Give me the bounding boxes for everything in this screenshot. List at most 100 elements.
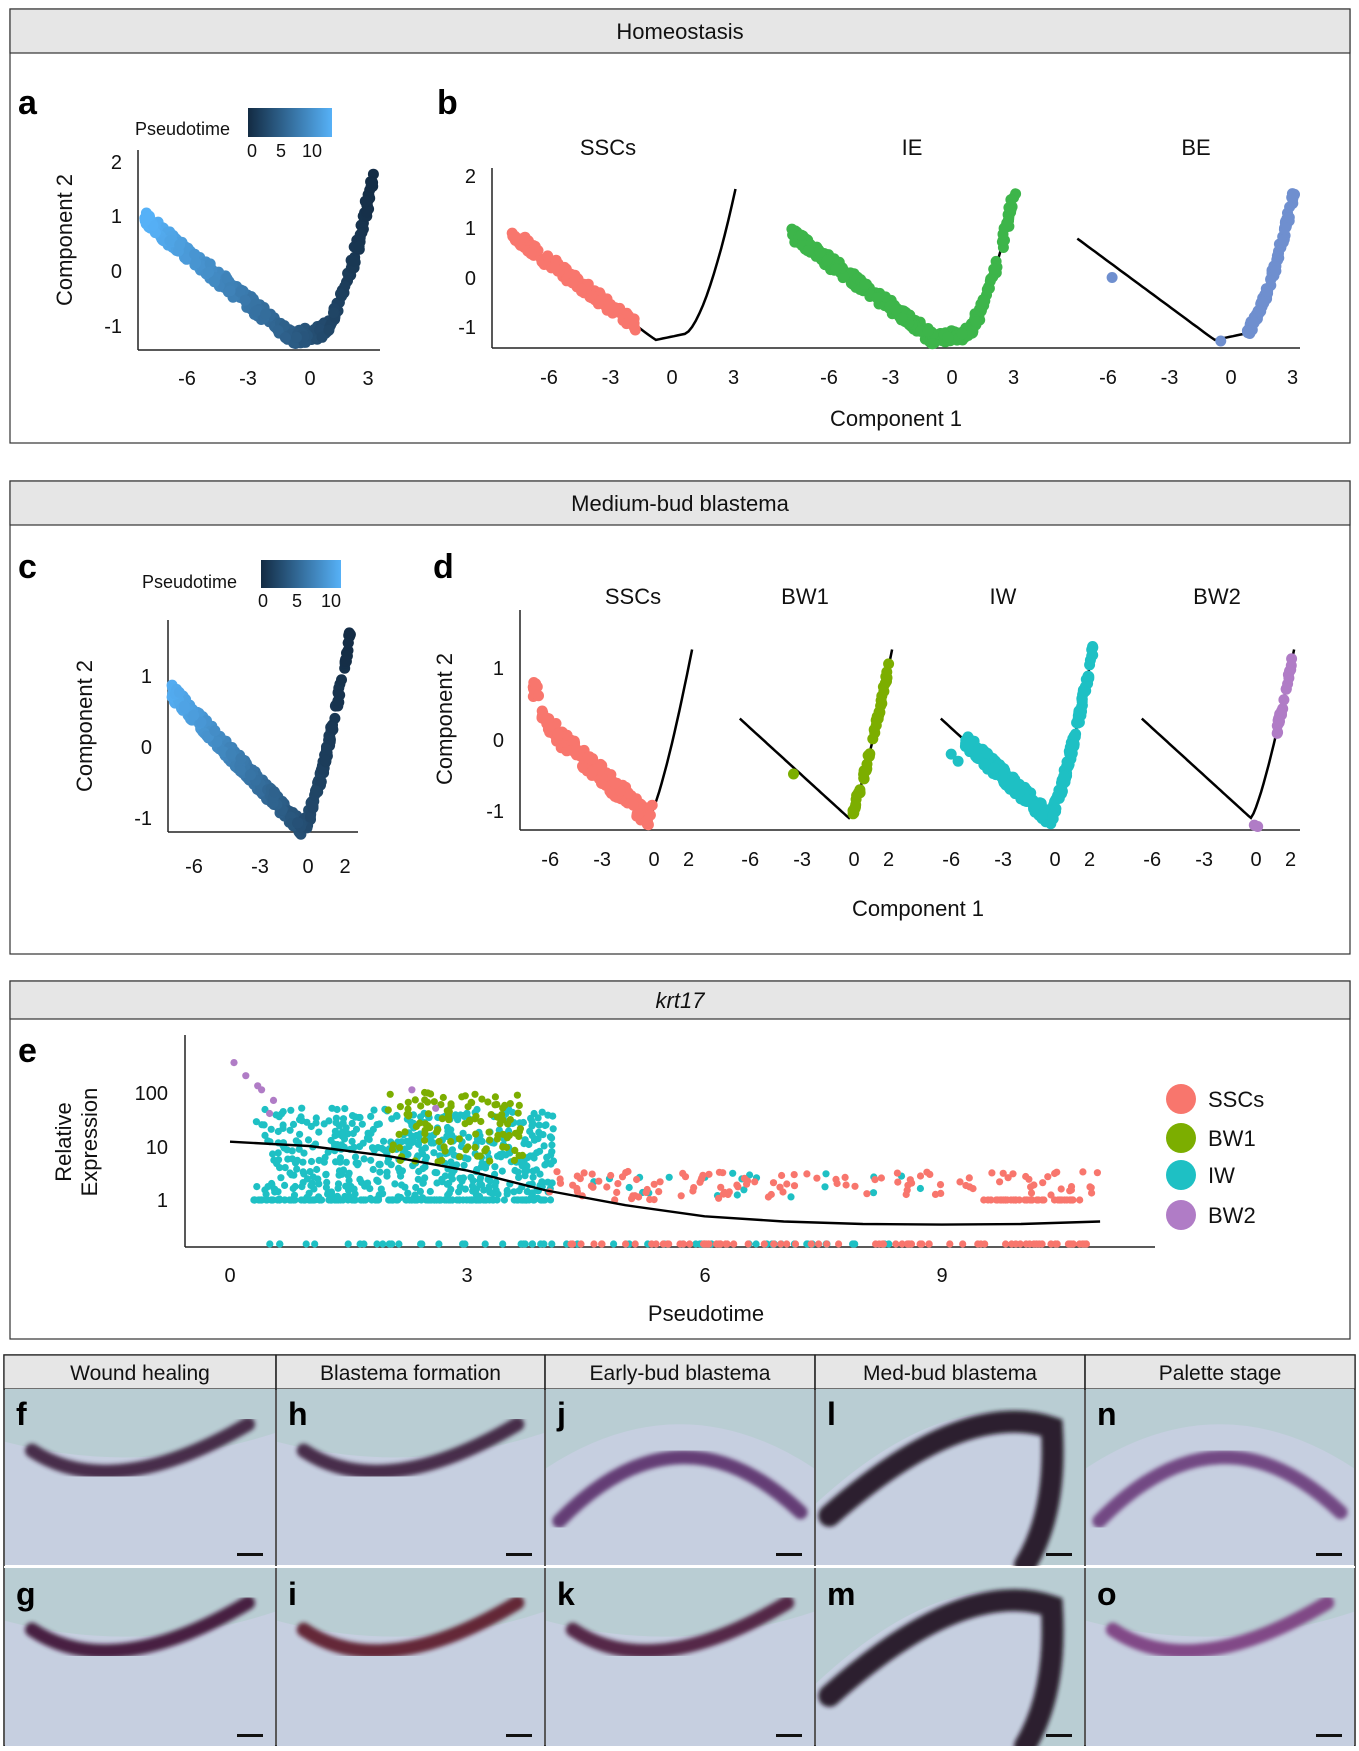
scatter-point — [242, 1072, 250, 1080]
scatter-point — [438, 1175, 446, 1183]
scatter-point — [652, 1240, 660, 1248]
scatter-point — [460, 1161, 468, 1169]
scatter-point — [1282, 669, 1294, 681]
panel-a-ytick-2: 2 — [111, 152, 122, 174]
scatter-point — [752, 1240, 760, 1248]
scatter-point — [537, 1181, 546, 1189]
scatter-point — [272, 325, 284, 336]
scatter-point — [803, 245, 815, 256]
scatter-point — [432, 1104, 440, 1112]
scatter-point — [965, 1174, 973, 1182]
scatter-point — [996, 1178, 1004, 1186]
scatter-point — [548, 1179, 556, 1187]
scatter-point — [453, 1196, 461, 1204]
scatter-point — [486, 1157, 494, 1165]
panel-e-ylabel-line2: Expression — [77, 1088, 102, 1197]
scatter-point — [530, 678, 542, 690]
scatter-point — [964, 737, 976, 749]
scatter-point — [336, 1154, 345, 1162]
scatter-point — [1012, 779, 1024, 791]
scatter-point — [509, 230, 521, 242]
scatter-point — [631, 1192, 639, 1200]
scatter-point — [1040, 1196, 1048, 1204]
scatter-point — [525, 247, 537, 259]
panel-b-facet-sscs: -6 -3 0 3 — [506, 188, 739, 389]
scatter-point — [849, 802, 861, 814]
scatter-point — [767, 1190, 775, 1199]
scatter-point — [528, 1240, 536, 1248]
scatter-point — [1001, 1196, 1009, 1204]
scatter-point — [500, 1196, 508, 1204]
scatter-point — [533, 1149, 541, 1157]
scatter-point — [875, 695, 887, 706]
panel-e-ylabel-line1: Relative — [51, 1102, 76, 1181]
scatter-point — [1047, 810, 1059, 822]
scatter-point — [376, 1160, 384, 1168]
scatter-point — [366, 178, 378, 190]
scatter-point — [923, 1168, 931, 1176]
panel-b-xtick: 0 — [946, 367, 957, 389]
scatter-point — [315, 1128, 323, 1136]
scatter-point — [374, 1177, 382, 1185]
micrograph-column-4: Med-bud blastema l m — [814, 1354, 1086, 1751]
scatter-point — [1047, 1240, 1055, 1248]
scatter-point — [230, 1059, 238, 1067]
scale-bar — [776, 1734, 802, 1737]
scatter-point — [434, 1158, 442, 1166]
scatter-point — [405, 1142, 413, 1151]
fit-line — [229, 1140, 1101, 1226]
scatter-point — [650, 1180, 658, 1188]
legend-key-ssc — [1166, 1084, 1196, 1114]
scatter-point — [613, 1188, 621, 1196]
panel-d-facet-title-bw2: BW2 — [1193, 584, 1241, 609]
panel-d-xtick: -6 — [1143, 849, 1161, 871]
scatter-point — [988, 762, 1000, 774]
scatter-point — [281, 1164, 289, 1172]
scatter-point — [302, 1240, 310, 1248]
scatter-point — [299, 1179, 307, 1187]
scatter-point — [1004, 1174, 1012, 1182]
panel-b-xtick: -6 — [820, 367, 838, 389]
scatter-point — [1076, 1196, 1084, 1204]
scatter-point — [1087, 641, 1099, 652]
scatter-point — [1076, 692, 1088, 704]
scatter-point — [582, 752, 594, 764]
scatter-point — [537, 707, 549, 719]
scatter-point — [595, 1177, 603, 1185]
scatter-point — [386, 1090, 394, 1098]
panel-a-ytick-m1: -1 — [104, 316, 122, 338]
scatter-point — [942, 331, 954, 343]
scatter-point — [540, 1142, 548, 1150]
scale-bar — [1316, 1734, 1342, 1737]
scatter-point — [295, 1145, 303, 1153]
scatter-point — [326, 722, 338, 734]
micrograph-column-1: Wound healing f g — [3, 1354, 277, 1746]
scatter-point — [979, 758, 991, 770]
scatter-point — [795, 229, 807, 241]
scatter-point — [359, 1139, 367, 1147]
panel-e-xtick-3: 3 — [461, 1265, 472, 1287]
scatter-point — [493, 1113, 501, 1121]
scatter-point — [1271, 727, 1283, 739]
micrograph-cells: Wound healing f g Blastema formation h i Early… — [3, 1354, 1356, 1751]
scatter-point — [491, 1101, 499, 1109]
scatter-point — [300, 1170, 308, 1178]
scatter-point — [443, 1180, 451, 1188]
scatter-point — [589, 1183, 597, 1191]
scatter-point — [444, 1112, 453, 1120]
scatter-point — [877, 1174, 886, 1182]
scatter-point — [577, 1240, 585, 1248]
homeostasis-section: Homeostasis a b Pseudotime 0 5 10 2 1 0 … — [9, 8, 1351, 444]
scatter-point — [627, 799, 639, 811]
scatter-point — [416, 1119, 424, 1127]
scatter-point — [335, 1167, 344, 1175]
scatter-point — [448, 1175, 456, 1183]
scatter-point — [1029, 799, 1041, 811]
scale-bar — [1316, 1553, 1342, 1556]
scatter-point — [251, 1196, 259, 1204]
scale-bar — [237, 1734, 263, 1737]
scatter-point — [890, 304, 902, 316]
scatter-point — [356, 1175, 364, 1183]
panel-b-xtick: 0 — [1225, 367, 1236, 389]
scatter-point — [439, 1093, 447, 1102]
